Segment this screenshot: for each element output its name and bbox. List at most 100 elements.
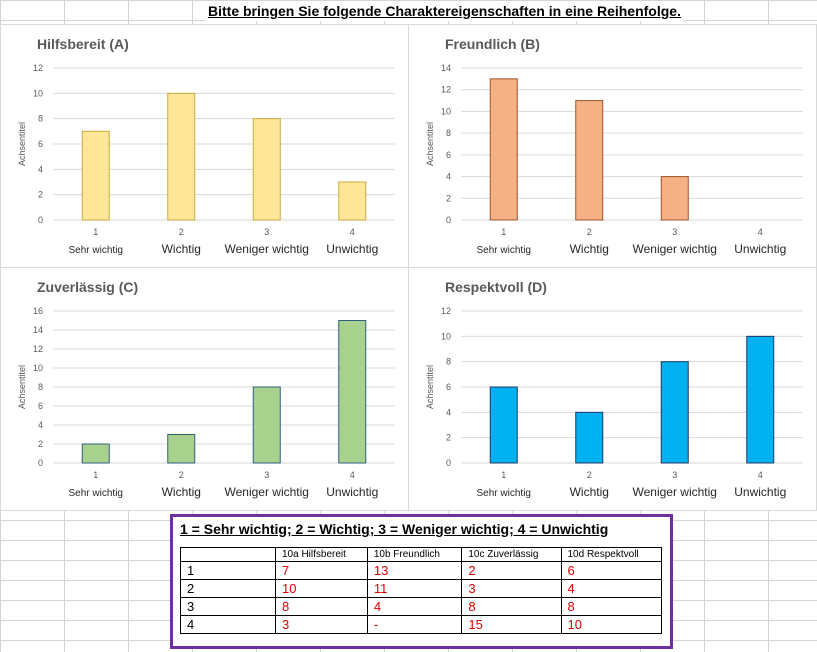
x-tick-label: 3 — [672, 470, 677, 480]
y-tick-label: 12 — [441, 306, 451, 316]
y-tick-label: 6 — [38, 401, 43, 411]
y-tick-label: 6 — [446, 382, 451, 392]
y-tick-label: 8 — [38, 114, 43, 124]
y-tick-label: 12 — [441, 85, 451, 95]
chart-title: Respektvoll (D) — [445, 279, 547, 295]
x-tick-label: 4 — [350, 470, 355, 480]
y-tick-label: 6 — [38, 139, 43, 149]
x-tick-label: 2 — [179, 470, 184, 480]
x-tick-label: 1 — [501, 227, 506, 237]
table-cell: - — [366, 615, 463, 634]
y-tick-label: 10 — [33, 363, 43, 373]
chart-panel-hilfsbereit[interactable]: Hilfsbereit (A) Achsentitel 0 2 4 6 8 10 12 1 Sehr… — [0, 24, 409, 268]
bar — [338, 320, 367, 464]
table-cell-rank: 1 — [180, 561, 276, 580]
category-label: Unwichtig — [734, 242, 786, 256]
y-axis-title: Achsentitel — [17, 365, 27, 409]
category-label: Wichtig — [162, 485, 201, 499]
count-table: 10a Hilfsbereit 10b Freundlich 10c Zuver… — [180, 547, 662, 634]
category-label: Unwichtig — [326, 242, 378, 256]
y-tick-label: 2 — [446, 433, 451, 443]
chart-respektvoll: Respektvoll (D) Achsentitel 0 2 4 6 8 10 12 1 Sehr… — [425, 279, 803, 499]
y-tick-label: 8 — [38, 382, 43, 392]
category-label: Weniger wichtig — [633, 242, 717, 256]
x-tick-label: 4 — [758, 227, 763, 237]
x-tick-label: 1 — [501, 470, 506, 480]
chart-title: Freundlich (B) — [445, 36, 540, 52]
y-tick-label: 10 — [33, 88, 43, 98]
table-row: 4 3 - 15 10 — [180, 615, 662, 634]
y-tick-label: 12 — [33, 63, 43, 73]
bar — [81, 130, 110, 221]
y-tick-label: 4 — [38, 164, 43, 174]
scale-legend: 1 = Sehr wichtig; 2 = Wichtig; 3 = Wenig… — [180, 521, 609, 537]
table-cell-rank: 4 — [180, 615, 276, 634]
bar — [81, 443, 110, 464]
bar — [252, 118, 281, 221]
category-label: Sehr wichtig — [477, 245, 531, 256]
x-tick-label: 3 — [264, 227, 269, 237]
chart-hilfsbereit: Hilfsbereit (A) Achsentitel 0 2 4 6 8 10 12 1 Sehr… — [17, 36, 395, 256]
x-tick-label: 2 — [587, 470, 592, 480]
x-tick-label: 2 — [587, 227, 592, 237]
y-axis-title: Achsentitel — [17, 122, 27, 166]
chart-title: Zuverlässig (C) — [37, 279, 138, 295]
category-label: Unwichtig — [326, 485, 378, 499]
category-label: Sehr wichtig — [69, 488, 123, 499]
bar — [660, 176, 689, 221]
y-tick-label: 2 — [446, 193, 451, 203]
table-row: 1 7 13 2 6 — [180, 561, 662, 580]
table-cell: 10 — [275, 579, 368, 598]
y-tick-label: 10 — [441, 106, 451, 116]
summary-box: 1 = Sehr wichtig; 2 = Wichtig; 3 = Wenig… — [170, 514, 673, 649]
y-tick-label: 8 — [446, 128, 451, 138]
table-row: 3 8 4 8 8 — [180, 597, 662, 616]
bar — [338, 181, 367, 221]
table-cell: 15 — [461, 615, 562, 634]
category-label: Wichtig — [570, 242, 609, 256]
table-cell: 8 — [560, 597, 662, 616]
table-cell: 6 — [560, 561, 662, 580]
bar — [489, 386, 518, 464]
bar — [252, 386, 281, 464]
table-cell: 13 — [366, 561, 463, 580]
chart-panel-zuverlaessig[interactable]: Zuverlässig (C) Achsentitel 0 2 4 6 8 10 12 14 16 1… — [0, 267, 409, 511]
y-tick-label: 0 — [38, 458, 43, 468]
chart-panel-respektvoll[interactable]: Respektvoll (D) Achsentitel 0 2 4 6 8 10 12 1 Sehr… — [408, 267, 817, 511]
table-header-cell — [180, 547, 276, 562]
chart-title: Hilfsbereit (A) — [37, 36, 129, 52]
chart-freundlich: Freundlich (B) Achsentitel 0 2 4 6 8 10 12 14 1 Seh… — [425, 36, 803, 256]
y-tick-label: 2 — [38, 439, 43, 449]
table-cell: 3 — [275, 615, 368, 634]
category-label: Weniger wichtig — [225, 242, 309, 256]
chart-zuverlaessig: Zuverlässig (C)Achsentitel02468101214161… — [17, 279, 395, 499]
table-cell: 10 — [560, 615, 662, 634]
bar — [167, 92, 196, 221]
table-cell-rank: 2 — [180, 579, 276, 598]
category-label: Unwichtig — [734, 485, 786, 499]
bar — [660, 361, 689, 464]
x-tick-label: 4 — [758, 470, 763, 480]
table-cell: 2 — [461, 561, 562, 580]
y-tick-label: 0 — [446, 215, 451, 225]
x-tick-label: 3 — [672, 227, 677, 237]
bar — [489, 78, 518, 221]
chart-panel-freundlich[interactable]: Freundlich (B) Achsentitel 0 2 4 6 8 10 12 14 1 Seh… — [408, 24, 817, 268]
table-cell: 3 — [461, 579, 562, 598]
table-header-cell: 10d Respektvoll — [560, 547, 662, 562]
bar — [575, 100, 604, 221]
y-tick-label: 16 — [33, 306, 43, 316]
category-label: Weniger wichtig — [225, 485, 309, 499]
table-cell-rank: 3 — [180, 597, 276, 616]
table-header-cell: 10b Freundlich — [366, 547, 463, 562]
x-tick-label: 4 — [350, 227, 355, 237]
y-tick-label: 8 — [446, 357, 451, 367]
y-tick-label: 6 — [446, 150, 451, 160]
y-axis-title: Achsentitel — [425, 365, 435, 409]
table-cell: 8 — [461, 597, 562, 616]
bar — [575, 411, 604, 464]
table-cell: 8 — [275, 597, 368, 616]
y-tick-label: 10 — [441, 331, 451, 341]
bar — [167, 434, 196, 464]
category-label: Sehr wichtig — [69, 245, 123, 256]
